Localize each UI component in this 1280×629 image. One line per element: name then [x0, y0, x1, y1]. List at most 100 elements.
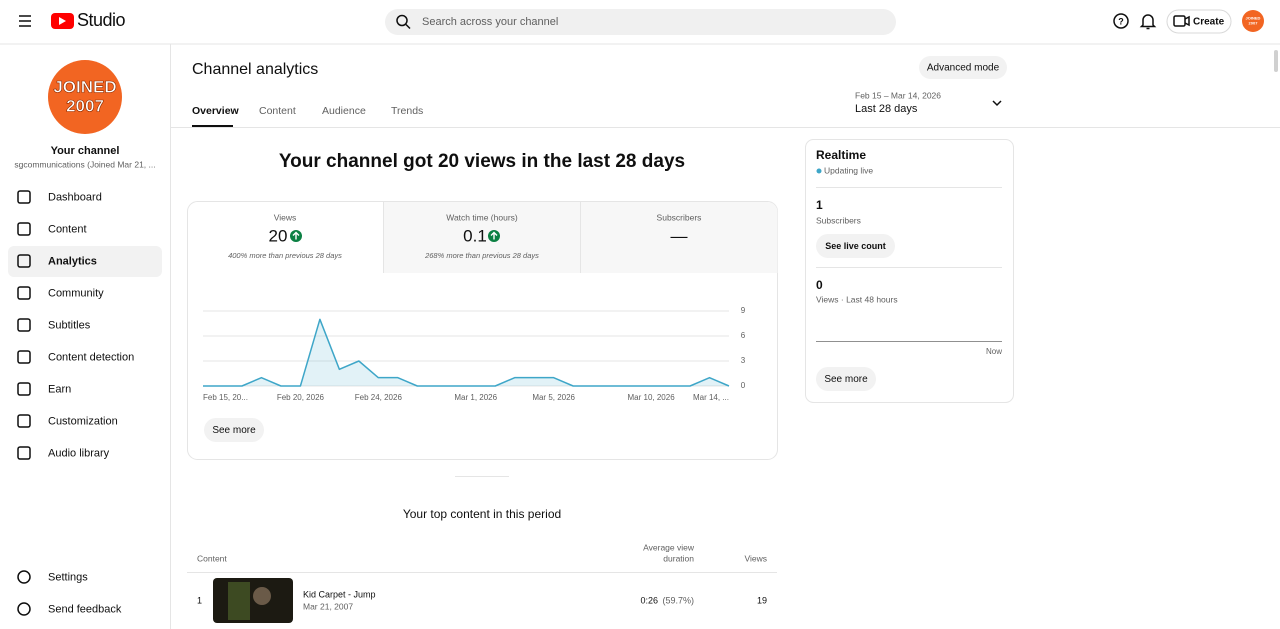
menu-icon [19, 15, 31, 27]
nav-item[interactable]: Earn [17, 382, 71, 396]
nav-item[interactable]: Subtitles [17, 318, 91, 332]
nav-label: Analytics [48, 255, 97, 267]
nav-icon [17, 414, 31, 428]
trend-up-arrow [292, 231, 300, 240]
page-title: Channel analytics [192, 61, 318, 78]
line-area [203, 319, 729, 386]
channel-avatar[interactable]: JOINED 2007 [48, 60, 122, 134]
advanced-mode-button[interactable]: Advanced mode [919, 56, 1007, 79]
create-button[interactable]: Create [1166, 9, 1232, 34]
channel-avatar-text: JOINED [53, 77, 116, 96]
views-label: Views · Last 48 hours [816, 294, 898, 304]
create-label: Create [1193, 17, 1225, 28]
help-button[interactable]: ? [1113, 13, 1129, 29]
subscribers-label: Subscribers [816, 215, 861, 225]
chevron [992, 100, 1002, 107]
row-rank: 1 [197, 595, 202, 605]
y-tick-label: 6 [741, 331, 746, 340]
x-tick-label: Mar 10, 2026 [628, 393, 676, 402]
advanced-mode-bg [919, 56, 1007, 79]
nav-label: Send feedback [48, 603, 122, 615]
y-tick-label: 3 [741, 356, 746, 365]
nav-icon [17, 350, 31, 364]
advanced-mode-label: Advanced mode [927, 63, 1000, 74]
nav-label: Community [48, 287, 104, 299]
nav-item[interactable]: Content detection [17, 350, 134, 364]
channel-avatar-circle [48, 60, 122, 134]
scrollbar [1274, 50, 1278, 72]
realtime-see-more-button[interactable]: See more [816, 367, 876, 391]
metric-card[interactable]: Subscribers — [657, 212, 702, 245]
account-avatar-text: JOINED [1246, 16, 1261, 21]
nav-label: Dashboard [48, 191, 102, 203]
nav-item[interactable]: Analytics [17, 254, 97, 268]
see-more-button[interactable]: See more [204, 418, 264, 442]
nav-item[interactable]: Customization [17, 414, 118, 428]
menu-button[interactable] [19, 15, 31, 27]
tab[interactable]: Overview [192, 105, 240, 117]
search-placeholder: Search across your channel [422, 16, 558, 28]
nav-item[interactable]: Community [17, 286, 104, 300]
top-content-title: Your top content in this period [403, 507, 561, 521]
account-avatar-circle [1242, 10, 1264, 32]
nav-item[interactable]: Send feedback [17, 602, 122, 616]
realtime-see-more-label: See more [824, 374, 868, 385]
nav-item[interactable]: Settings [17, 570, 88, 584]
nav-item[interactable]: Dashboard [17, 190, 102, 204]
nav-item[interactable]: Content [17, 222, 87, 236]
realtime-status: Updating live [824, 165, 873, 175]
metric-label: Subscribers [657, 212, 702, 222]
tab[interactable]: Content [259, 105, 296, 117]
metric-card[interactable]: Views 20 400% more than previous 28 days [228, 212, 342, 260]
search-box[interactable]: Search across your channel [385, 9, 896, 35]
realtime-see-more-bg [816, 367, 876, 391]
table-header: duration [663, 553, 694, 563]
help-mark: ? [1118, 16, 1124, 26]
search-bg [385, 9, 896, 35]
x-tick-label: Feb 15, 20... [203, 393, 248, 402]
tab[interactable]: Trends [391, 105, 423, 117]
nav-label: Customization [48, 415, 118, 427]
row-percent: (59.7%) [662, 595, 694, 605]
row-title: Kid Carpet - Jump [303, 589, 376, 599]
logo[interactable]: Studio [51, 10, 126, 30]
nav-label: Content [48, 223, 87, 235]
views-value: 0 [816, 278, 823, 292]
metric-change: 400% more than previous 28 days [228, 251, 342, 260]
account-avatar[interactable]: JOINED 2007 [1242, 10, 1264, 32]
metric-card[interactable]: Watch time (hours) 0.1 268% more than prev… [424, 212, 539, 260]
thumbnail [213, 578, 293, 623]
help-icon [1113, 13, 1129, 29]
nav-icon [17, 286, 31, 300]
live-count-button[interactable]: See live count [816, 234, 895, 258]
thumbnail-detail [228, 582, 250, 620]
metric-label: Watch time (hours) [446, 212, 518, 222]
notifications-button[interactable] [1139, 14, 1157, 30]
nav: Dashboard Content Analytics Community Subtit… [17, 190, 134, 616]
nav-label: Earn [48, 383, 71, 395]
live-count-label: See live count [825, 241, 886, 251]
metric-value: — [671, 226, 688, 245]
account-avatar-text: 2007 [1249, 21, 1259, 26]
logo-text: Studio [77, 10, 126, 30]
thumbnail-detail [253, 587, 271, 605]
metric-value: 0.1 [463, 226, 487, 245]
metric-label: Views [274, 212, 297, 222]
y-tick-label: 9 [741, 306, 746, 315]
live-dot [816, 168, 822, 174]
tabs: Overview Content Audience Trends [192, 105, 423, 117]
nav-label: Subtitles [48, 319, 91, 331]
channel-avatar-text: 2007 [66, 96, 104, 115]
create-icon-lens [1184, 15, 1190, 27]
nav-item[interactable]: Audio library [17, 446, 110, 460]
table-header: Views [744, 553, 767, 563]
subscribers-value: 1 [816, 198, 823, 212]
table-row[interactable]: 1 Kid Carpet - Jump Mar 21, 2007 0:26 (5… [197, 578, 767, 623]
date-picker[interactable]: Feb 15 – Mar 14, 2026 Last 28 days [855, 90, 1002, 115]
tab[interactable]: Audience [322, 105, 366, 117]
row-duration: 0:26 [640, 595, 658, 605]
nav-icon [17, 222, 31, 236]
metrics: Views 20 400% more than previous 28 days Wa… [228, 212, 701, 260]
